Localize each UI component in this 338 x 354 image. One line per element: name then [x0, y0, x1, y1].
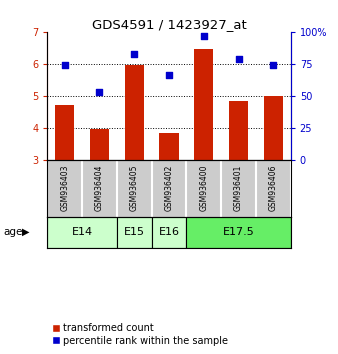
Text: GSM936403: GSM936403 — [60, 165, 69, 211]
Point — [271, 62, 276, 68]
Legend: transformed count, percentile rank within the sample: transformed count, percentile rank withi… — [52, 323, 228, 346]
Title: GDS4591 / 1423927_at: GDS4591 / 1423927_at — [92, 18, 246, 31]
Bar — [186, 217, 291, 248]
Point — [236, 56, 241, 62]
Text: E17.5: E17.5 — [223, 227, 255, 237]
Bar — [117, 217, 152, 248]
Text: GSM936402: GSM936402 — [165, 165, 173, 211]
Bar — [125, 65, 144, 160]
Point — [166, 73, 172, 78]
Bar — [55, 105, 74, 160]
Text: age: age — [3, 227, 23, 237]
Text: E16: E16 — [159, 227, 179, 237]
Bar — [90, 129, 109, 160]
Point — [131, 51, 137, 56]
Point — [62, 62, 67, 68]
Text: GSM936400: GSM936400 — [199, 165, 208, 211]
Bar — [152, 217, 186, 248]
Bar — [47, 217, 117, 248]
Text: GSM936406: GSM936406 — [269, 165, 278, 211]
Text: E15: E15 — [124, 227, 145, 237]
Text: ▶: ▶ — [22, 227, 29, 237]
Text: GSM936405: GSM936405 — [130, 165, 139, 211]
Bar — [264, 96, 283, 160]
Point — [97, 89, 102, 95]
Text: GSM936404: GSM936404 — [95, 165, 104, 211]
Text: GSM936401: GSM936401 — [234, 165, 243, 211]
Bar — [160, 132, 178, 160]
Point — [201, 33, 207, 39]
Bar — [194, 50, 213, 160]
Bar — [229, 101, 248, 160]
Text: E14: E14 — [72, 227, 93, 237]
